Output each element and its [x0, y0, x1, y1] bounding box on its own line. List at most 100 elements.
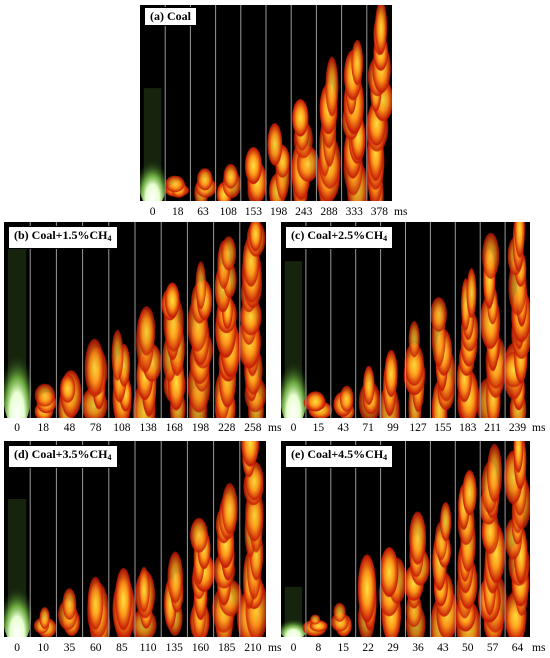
flame-blob-c-5-4 [408, 320, 420, 358]
time-label-c-6: 155 [434, 422, 452, 434]
flame-blob-d-9-12 [241, 441, 260, 467]
time-label-a-3: 108 [219, 206, 237, 218]
time-label-a-6: 243 [295, 206, 313, 218]
flame-svg-d [4, 441, 266, 637]
frame-d-9 [236, 441, 266, 637]
frame-d-3 [87, 576, 111, 637]
flame-blob-e-7-9 [462, 469, 477, 516]
ignition-glow-b [4, 346, 32, 418]
flame-blob-e-8-11 [486, 443, 503, 503]
time-label-a-7: 288 [320, 206, 338, 218]
time-label-a-1: 18 [172, 206, 184, 218]
frame-c-3 [358, 365, 381, 418]
flame-blob-b-8-11 [221, 236, 237, 271]
time-label-a-9: 378 [370, 206, 389, 218]
flame-svg-a [140, 5, 392, 201]
frame-d-1 [33, 607, 57, 637]
ignition-glow-d [4, 580, 32, 637]
time-label-e-0: 0 [290, 642, 297, 654]
frame-b-7 [187, 261, 213, 418]
time-label-d-6: 135 [165, 642, 183, 654]
time-unit-a: ms [394, 206, 408, 218]
flame-blob-b-5-5 [137, 305, 156, 356]
frame-e-9 [503, 441, 530, 637]
flame-blob-e-1-2 [310, 614, 321, 625]
time-label-c-5: 127 [409, 422, 427, 434]
frame-c-7 [456, 268, 479, 418]
time-unit-e: ms [532, 642, 546, 654]
flame-blob-a-2-2 [197, 168, 213, 191]
frame-b-6 [161, 282, 186, 418]
frame-e-3 [357, 554, 377, 637]
frame-b-0 [4, 242, 32, 418]
flame-blob-d-6-3 [167, 551, 184, 604]
panel-label-e: (e) Coal+4.5%CH4 [285, 445, 394, 468]
frame-a-3 [216, 163, 242, 201]
frame-a-0 [140, 88, 167, 201]
flame-blob-e-5-6 [409, 511, 427, 565]
ignition-glow-a [140, 155, 167, 201]
frame-b-1 [34, 383, 57, 418]
time-unit-b: ms [268, 422, 282, 434]
flame-blob-d-1-2 [39, 607, 50, 630]
time-axis-b: 0 18 48 78 108 138 168 198 228 258 ms [4, 421, 304, 435]
flame-blob-d-3-2 [87, 576, 104, 630]
panel-label-d: (d) Coal+3.5%CH4 [8, 445, 118, 468]
frame-b-9 [237, 222, 266, 418]
frame-a-2 [194, 168, 217, 201]
image-strip-e [281, 441, 530, 637]
frame-d-7 [190, 517, 215, 637]
flame-blob-d-5-3 [138, 566, 150, 613]
time-label-c-8: 211 [484, 422, 502, 434]
panel-label-a: (a) Coal [144, 7, 197, 26]
flame-blob-c-6-6 [430, 296, 448, 332]
time-label-e-3: 22 [362, 642, 374, 654]
time-label-e-5: 36 [412, 642, 424, 654]
frame-d-0 [4, 499, 32, 637]
image-strip-c [281, 222, 530, 418]
flame-blob-a-5-3 [267, 123, 283, 166]
frame-c-2 [333, 385, 355, 418]
time-label-b-5: 138 [139, 422, 157, 434]
time-label-c-7: 183 [459, 422, 477, 434]
ignition-glow-c [281, 354, 308, 418]
frame-c-1 [303, 391, 333, 418]
flame-svg-e [281, 441, 530, 637]
time-label-d-8: 185 [218, 642, 236, 654]
time-label-c-0: 0 [290, 422, 297, 434]
frame-d-6 [164, 551, 184, 636]
frame-e-2 [331, 602, 352, 637]
frame-c-8 [476, 232, 507, 418]
time-label-d-0: 0 [14, 642, 20, 654]
time-unit-c: ms [532, 422, 546, 434]
frame-c-9 [502, 222, 530, 418]
time-label-d-2: 35 [63, 642, 76, 654]
time-label-b-3: 78 [89, 422, 102, 434]
frame-e-1 [302, 614, 328, 637]
flame-blob-d-2-2 [62, 588, 77, 621]
ignition-glow-e [281, 616, 308, 637]
time-label-c-2: 43 [337, 422, 350, 434]
time-label-d-1: 10 [37, 642, 50, 654]
panel-label-b: (b) Coal+1.5%CH4 [8, 226, 118, 249]
frame-b-5 [132, 305, 162, 418]
flame-blob-e-4-4 [380, 547, 399, 598]
frame-e-0 [281, 586, 308, 637]
time-label-a-4: 153 [244, 206, 263, 218]
flame-blob-e-3-2 [357, 554, 377, 623]
flame-blob-a-8-9 [351, 39, 364, 86]
flame-blob-b-4-4 [111, 329, 124, 381]
frame-c-5 [403, 320, 426, 418]
flame-blob-c-9-13 [514, 222, 526, 259]
time-label-d-4: 85 [116, 642, 128, 654]
frame-e-4 [378, 547, 407, 637]
time-label-a-5: 198 [269, 206, 288, 218]
flame-blob-b-2-2 [59, 374, 76, 403]
flame-blob-e-6-7 [440, 501, 452, 542]
image-strip-a [140, 5, 392, 201]
frame-d-8 [211, 482, 243, 637]
frame-d-5 [131, 566, 157, 637]
time-label-e-6: 43 [437, 642, 449, 654]
time-label-e-7: 50 [462, 642, 474, 654]
flame-blob-d-8-9 [221, 482, 238, 535]
